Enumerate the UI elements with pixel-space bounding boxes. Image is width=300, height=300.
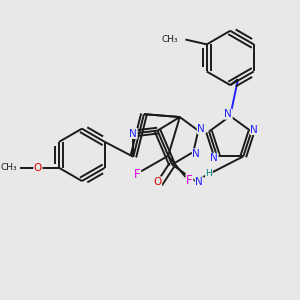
Text: N: N: [192, 149, 200, 159]
Text: N: N: [129, 128, 137, 139]
Text: F: F: [134, 168, 140, 181]
Text: N: N: [250, 124, 258, 134]
Text: CH₃: CH₃: [1, 164, 18, 172]
Text: N: N: [195, 177, 203, 187]
Text: N: N: [210, 153, 218, 163]
Text: CH₃: CH₃: [161, 35, 178, 44]
Text: N: N: [224, 109, 232, 119]
Text: O: O: [34, 163, 42, 173]
Text: N: N: [197, 124, 205, 134]
Text: O: O: [153, 177, 162, 187]
Text: H: H: [206, 169, 212, 178]
Text: F: F: [186, 173, 193, 187]
